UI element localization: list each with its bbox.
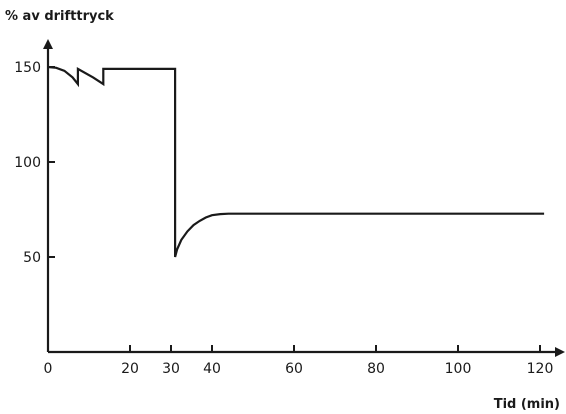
pressure-line bbox=[47, 65, 545, 258]
x-tick-label: 0 bbox=[44, 361, 53, 377]
y-axis-title: % av drifttryck bbox=[5, 9, 114, 24]
tick-group: 0 20 30 40 60 80 100 120 50 100 150 bbox=[14, 60, 553, 377]
x-tick-label: 60 bbox=[285, 361, 303, 377]
x-tick-label: 100 bbox=[445, 361, 472, 377]
y-tick-label: 100 bbox=[14, 155, 41, 171]
x-tick-label: 20 bbox=[121, 361, 139, 377]
y-tick-label: 150 bbox=[14, 60, 41, 76]
series-group bbox=[47, 65, 545, 258]
x-tick-label: 80 bbox=[367, 361, 385, 377]
x-tick-label: 30 bbox=[162, 361, 180, 377]
y-tick-label: 50 bbox=[23, 250, 41, 266]
x-tick-label: 40 bbox=[203, 361, 221, 377]
x-axis-title: Tid (min) bbox=[494, 397, 560, 412]
x-tick-label: 120 bbox=[527, 361, 554, 377]
